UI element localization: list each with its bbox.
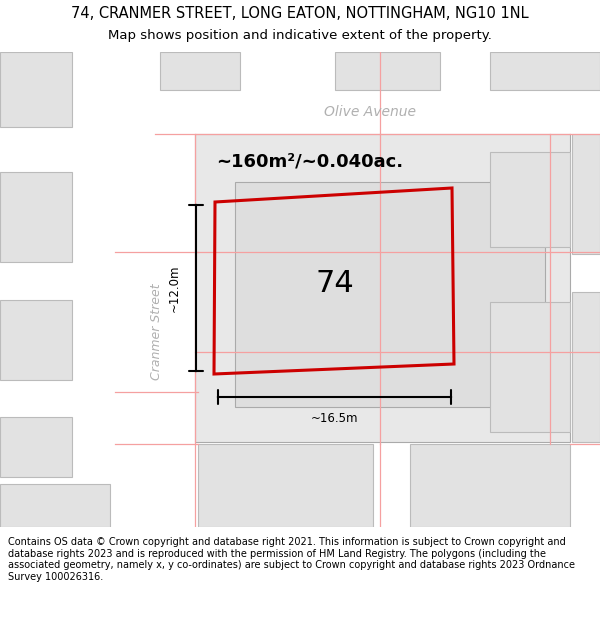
Bar [235,182,545,407]
Bar [572,292,600,442]
Bar [160,52,240,90]
Bar [572,134,600,254]
Bar [410,444,570,527]
Bar [0,484,110,527]
Bar [335,52,440,90]
Text: ~16.5m: ~16.5m [311,412,358,426]
Bar [195,134,570,442]
Bar [0,52,72,127]
Bar [0,300,72,380]
Text: Cranmer Street: Cranmer Street [151,284,163,380]
Text: 74, CRANMER STREET, LONG EATON, NOTTINGHAM, NG10 1NL: 74, CRANMER STREET, LONG EATON, NOTTINGH… [71,6,529,21]
Text: Olive Avenue: Olive Avenue [324,105,416,119]
Text: ~160m²/~0.040ac.: ~160m²/~0.040ac. [217,153,404,171]
Bar [490,152,570,247]
Bar [155,52,600,134]
Polygon shape [75,52,198,527]
Bar [490,52,600,90]
Text: Map shows position and indicative extent of the property.: Map shows position and indicative extent… [108,29,492,42]
Text: 74: 74 [316,269,355,299]
Bar [198,444,373,527]
Text: Contains OS data © Crown copyright and database right 2021. This information is : Contains OS data © Crown copyright and d… [8,537,575,582]
Bar [490,302,570,432]
Text: ~12.0m: ~12.0m [167,264,181,312]
Bar [0,172,72,262]
Bar [0,417,72,477]
